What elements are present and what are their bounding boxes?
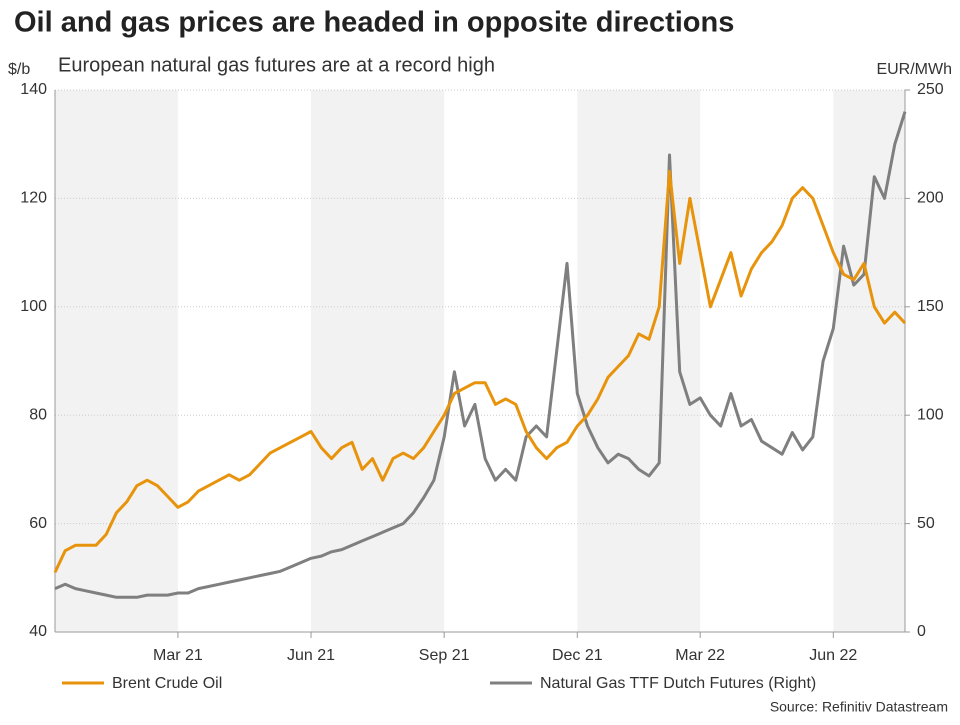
chart-subtitle: European natural gas futures are at a re… (58, 54, 495, 76)
y2-tick-label: 200 (917, 190, 944, 207)
y-tick-label: 120 (20, 190, 47, 207)
y-axis-label: $/b (8, 61, 30, 78)
series-line (53, 169, 907, 574)
y-tick-label: 40 (29, 623, 47, 640)
x-tick-label: Mar 22 (675, 647, 725, 664)
y-tick-label: 80 (29, 406, 47, 423)
y2-tick-label: 50 (917, 515, 935, 532)
y2-axis-label: EUR/MWh (876, 61, 952, 78)
y-tick-label: 100 (20, 298, 47, 315)
x-tick-label: Jun 22 (809, 647, 857, 664)
legend-label: Brent Crude Oil (112, 675, 222, 692)
y-tick-label: 60 (29, 515, 47, 532)
x-tick-label: Jun 21 (287, 647, 335, 664)
chart-title: Oil and gas prices are headed in opposit… (14, 7, 734, 39)
shade-band (833, 90, 905, 632)
y2-tick-label: 100 (917, 406, 944, 423)
shade-band (55, 90, 178, 632)
y-tick-label: 140 (20, 81, 47, 98)
shading (55, 90, 905, 632)
source: Source: Refinitiv Datastream (770, 699, 948, 715)
legend-label: Natural Gas TTF Dutch Futures (Right) (540, 675, 816, 692)
y2-tick-label: 0 (917, 623, 926, 640)
x-tick-label: Mar 21 (153, 647, 203, 664)
series-line (54, 111, 907, 599)
x-tick-label: Dec 21 (552, 647, 603, 664)
y2-tick-label: 150 (917, 298, 944, 315)
x-tick-label: Sep 21 (419, 647, 470, 664)
y2-tick-label: 250 (917, 81, 944, 98)
shade-band (577, 90, 701, 632)
shade-band (311, 90, 445, 632)
